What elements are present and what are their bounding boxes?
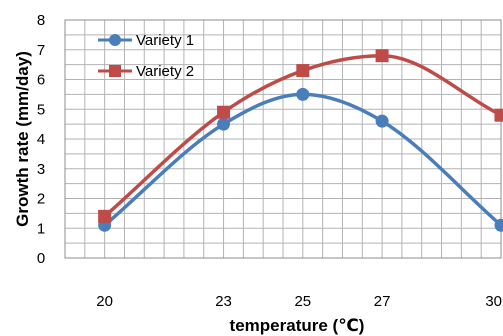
- data-point-variety-2: [296, 64, 310, 78]
- data-point-variety-1: [296, 87, 310, 101]
- series-group: [98, 49, 503, 232]
- y-tick-label: 3: [37, 161, 45, 178]
- data-point-variety-2: [98, 209, 112, 223]
- data-point-variety-2: [494, 108, 503, 122]
- grid-lines: [64, 19, 502, 259]
- y-tick-label: 7: [37, 42, 45, 59]
- y-tick-labels: 0 1 2 3 4 5 6 7 8: [37, 12, 45, 267]
- legend-label-variety-2: Variety 2: [136, 63, 194, 80]
- data-point-variety-1: [494, 218, 503, 232]
- legend-marker-variety-2: [109, 65, 121, 77]
- x-tick-label: 23: [215, 293, 232, 310]
- data-point-variety-2: [217, 105, 231, 119]
- legend-label-variety-1: Variety 1: [136, 32, 194, 49]
- plot-frame: [64, 19, 502, 259]
- x-tick-label: 20: [96, 293, 113, 310]
- legend-marker-variety-1: [109, 34, 121, 46]
- x-axis-title: temperature (℃): [230, 316, 365, 335]
- x-tick-labels: 20 23 25 27 30: [96, 293, 502, 310]
- y-axis-title: Growth rate (mm/day): [13, 51, 32, 227]
- legend: Variety 1 Variety 2: [98, 32, 194, 80]
- data-point-variety-2: [375, 49, 389, 63]
- data-point-variety-1: [375, 114, 389, 128]
- y-tick-label: 1: [37, 220, 45, 237]
- y-tick-label: 8: [37, 12, 45, 29]
- y-tick-label: 6: [37, 72, 45, 89]
- data-point-variety-1: [217, 117, 231, 131]
- y-tick-label: 0: [37, 250, 45, 267]
- x-tick-label: 25: [294, 293, 311, 310]
- y-tick-label: 4: [37, 131, 45, 148]
- x-tick-label: 30: [485, 293, 502, 310]
- y-tick-label: 5: [37, 101, 45, 118]
- x-tick-label: 27: [374, 293, 391, 310]
- y-tick-label: 2: [37, 191, 45, 208]
